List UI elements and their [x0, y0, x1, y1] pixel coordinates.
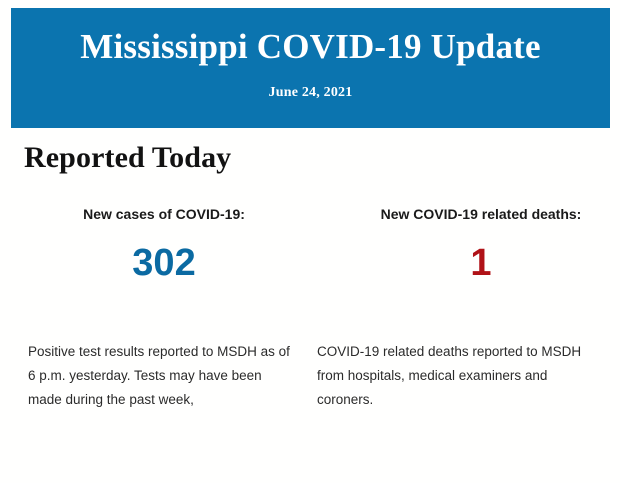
stat-value-new-deaths: 1: [470, 242, 492, 284]
note-text-new-deaths: COVID-19 related deaths reported to MSDH…: [317, 344, 582, 407]
stat-label-new-cases: New cases of COVID-19:: [83, 206, 245, 222]
stat-value-new-cases: 302: [132, 242, 196, 284]
stat-label-new-deaths: New COVID-19 related deaths:: [380, 206, 582, 222]
stat-card-new-deaths: New COVID-19 related deaths: 1: [310, 205, 620, 285]
note-new-cases: Positive test results reported to MSDH a…: [0, 340, 310, 412]
stats-row: New cases of COVID-19: 302 New COVID-19 …: [0, 205, 620, 285]
page-title: Mississippi COVID-19 Update: [80, 27, 541, 66]
note-new-deaths: COVID-19 related deaths reported to MSDH…: [310, 340, 620, 412]
section-heading-reported-today: Reported Today: [24, 141, 232, 174]
notes-row: Positive test results reported to MSDH a…: [0, 340, 620, 412]
stat-card-new-cases: New cases of COVID-19: 302: [0, 205, 310, 285]
report-date: June 24, 2021: [268, 85, 353, 100]
header-banner: Mississippi COVID-19 Update June 24, 202…: [11, 8, 610, 128]
note-text-new-cases: Positive test results reported to MSDH a…: [28, 344, 290, 407]
